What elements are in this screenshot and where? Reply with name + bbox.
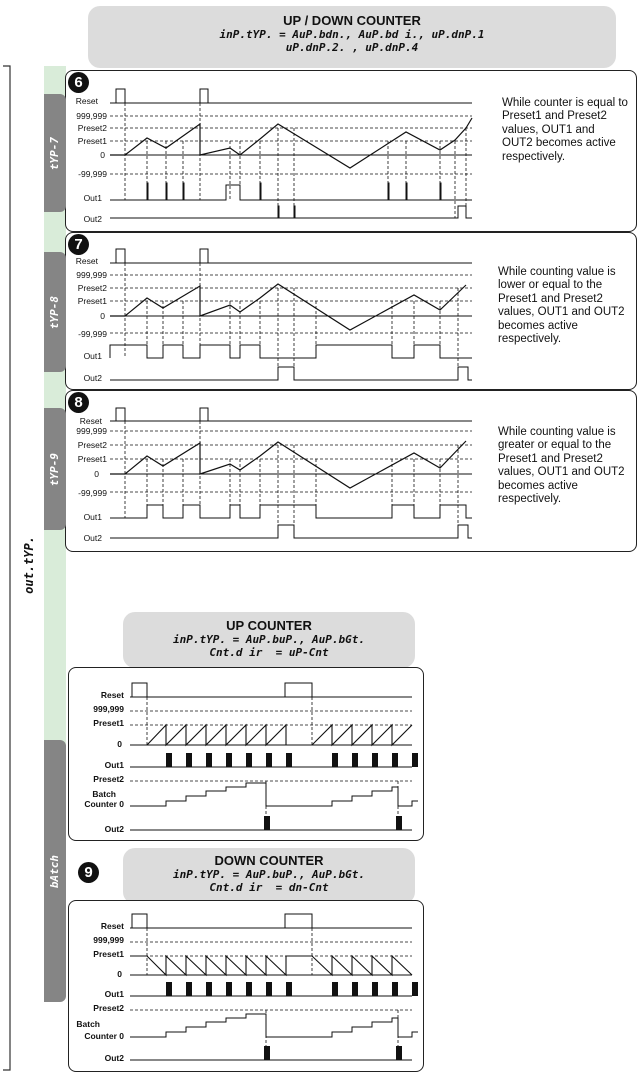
svg-text:Preset2: Preset2 [78, 283, 108, 293]
label-zero: 0 [100, 150, 105, 160]
description-typ7: While counter is equal to Preset1 and Pr… [502, 97, 628, 163]
description-typ8: While counting value is lower or equal t… [498, 266, 625, 346]
svg-text:Out1: Out1 [105, 760, 125, 770]
up-counter-title: UP COUNTER [226, 618, 312, 633]
svg-text:Out1: Out1 [105, 989, 125, 999]
number-badge-8: 8 [68, 392, 89, 413]
label-reset: Reset [76, 96, 99, 106]
svg-text:0: 0 [100, 311, 105, 321]
svg-text:0: 0 [117, 739, 122, 749]
number-badge-6: 6 [68, 72, 89, 93]
top-header-line1: inP.tYP. = AuP.bdn., AuP.bd i., uP.dnP.1 [219, 28, 485, 41]
number-badge-9: 9 [78, 862, 99, 883]
label-max: 999,999 [76, 111, 107, 121]
label-out2: Out2 [84, 214, 103, 224]
up-counter-line2: Cnt.d ir = uP-Cnt [209, 646, 329, 659]
section-box-typ8 [65, 232, 637, 390]
up-counter-line1: inP.tYP. = AuP.buP., AuP.bGt. [172, 633, 366, 646]
section-box-typ9 [65, 390, 637, 552]
label-preset2: Preset2 [78, 123, 108, 133]
svg-text:Preset1: Preset1 [93, 949, 124, 959]
svg-text:Preset1: Preset1 [93, 718, 124, 728]
svg-text:Counter 0: Counter 0 [84, 1031, 124, 1041]
svg-text:Reset: Reset [101, 690, 124, 700]
svg-text:Out1: Out1 [84, 512, 103, 522]
top-header: UP / DOWN COUNTER inP.tYP. = AuP.bdn., A… [88, 6, 616, 68]
svg-text:Reset: Reset [101, 921, 124, 931]
svg-text:Out2: Out2 [105, 824, 125, 834]
number-badge-7: 7 [68, 234, 89, 255]
svg-text:0: 0 [94, 469, 99, 479]
down-counter-line2: Cnt.d ir = dn-Cnt [209, 881, 329, 894]
svg-text:Out2: Out2 [105, 1053, 125, 1063]
svg-text:Preset2: Preset2 [93, 774, 124, 784]
svg-text:0: 0 [117, 969, 122, 979]
svg-text:-99,999: -99,999 [78, 488, 107, 498]
svg-text:Preset2: Preset2 [93, 1003, 124, 1013]
svg-text:Out1: Out1 [84, 351, 103, 361]
label-out1: Out1 [84, 193, 103, 203]
svg-text:999,999: 999,999 [93, 704, 124, 714]
tab-batch: bAtch [44, 740, 66, 1002]
svg-text:Out2: Out2 [84, 373, 103, 383]
svg-text:999,999: 999,999 [76, 426, 107, 436]
down-counter-header: DOWN COUNTER inP.tYP. = AuP.buP., AuP.bG… [123, 848, 415, 904]
svg-text:999,999: 999,999 [93, 935, 124, 945]
tab-typ8: tYP-8 [44, 252, 66, 372]
svg-text:-99,999: -99,999 [78, 329, 107, 339]
section-box-typ7 [65, 70, 637, 232]
up-counter-header: UP COUNTER inP.tYP. = AuP.buP., AuP.bGt.… [123, 612, 415, 668]
svg-text:Reset: Reset [80, 416, 103, 426]
top-header-line2: uP.dnP.2. , uP.dnP.4 [285, 41, 419, 54]
tab-typ9: tYP-9 [44, 408, 66, 530]
svg-text:Preset1: Preset1 [78, 454, 108, 464]
description-typ9: While counting value is greater or equal… [498, 426, 625, 506]
down-counter-line1: inP.tYP. = AuP.buP., AuP.bGt. [172, 868, 366, 881]
top-header-title: UP / DOWN COUNTER [283, 13, 421, 28]
svg-text:999,999: 999,999 [76, 270, 107, 280]
svg-text:Batch: Batch [92, 789, 116, 799]
label-preset1: Preset1 [78, 136, 108, 146]
svg-text:Preset2: Preset2 [78, 440, 108, 450]
label-min: -99,999 [78, 169, 107, 179]
down-counter-title: DOWN COUNTER [214, 853, 324, 868]
svg-text:Preset1: Preset1 [78, 296, 108, 306]
svg-text:Counter 0: Counter 0 [84, 799, 124, 809]
svg-text:Batch: Batch [76, 1019, 100, 1029]
svg-text:Reset: Reset [76, 256, 99, 266]
svg-text:Out2: Out2 [84, 533, 103, 543]
tab-typ7: tYP-7 [44, 94, 66, 212]
